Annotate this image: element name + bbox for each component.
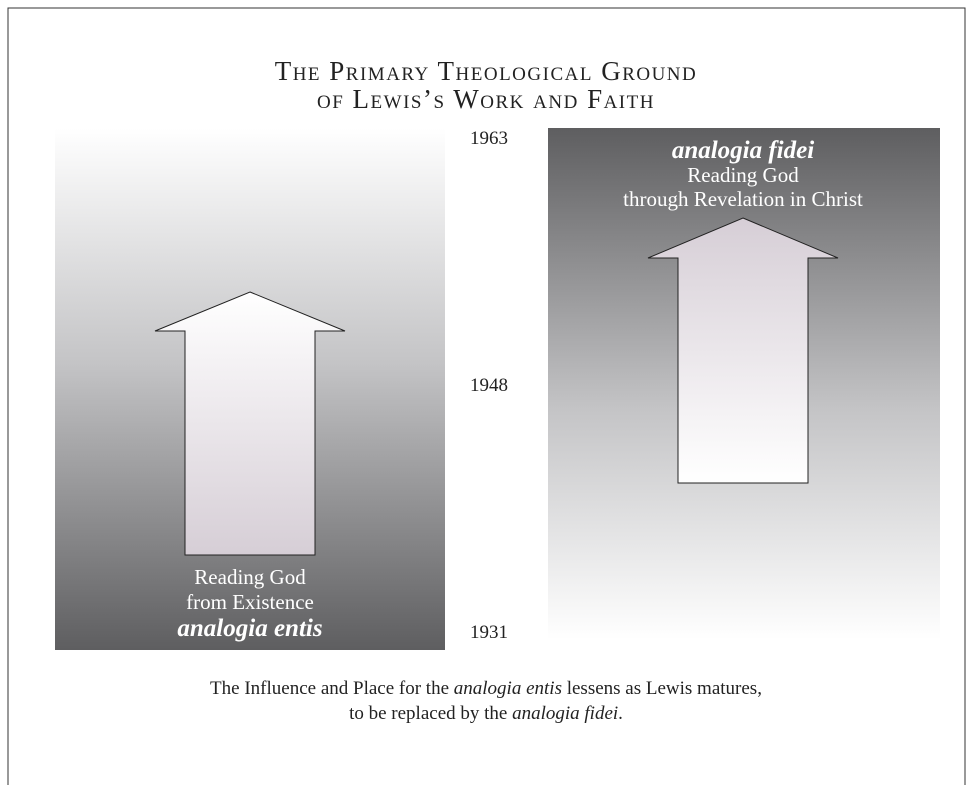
title-line: The Primary Theological Ground xyxy=(275,56,698,86)
right-arrow xyxy=(647,217,839,484)
left-text: from Existence xyxy=(186,590,314,614)
year: 1963 xyxy=(470,128,508,149)
title-line: of Lewis’s Work and Faith xyxy=(317,84,655,114)
caption-line: to be replaced by the analogia fidei. xyxy=(349,703,623,724)
caption-text: The Influence and Place for the xyxy=(210,678,454,699)
caption-text: to be replaced by the xyxy=(349,703,512,724)
caption-text: lessens as Lewis matures, xyxy=(562,678,762,699)
year: 1931 xyxy=(470,622,508,643)
left-arrow xyxy=(154,291,346,556)
caption-term: analogia entis xyxy=(454,678,562,699)
caption-text: . xyxy=(618,703,623,724)
frame xyxy=(7,7,966,785)
right-text: Reading God xyxy=(687,163,799,187)
caption-line: The Influence and Place for the analogia… xyxy=(210,678,762,699)
right-text: through Revelation in Christ xyxy=(623,187,863,211)
caption-term: analogia fidei xyxy=(512,703,618,724)
year: 1948 xyxy=(470,375,508,396)
left-text: Reading God xyxy=(194,565,306,589)
right-term: analogia fidei xyxy=(672,137,814,164)
left-term: analogia entis xyxy=(177,615,322,642)
